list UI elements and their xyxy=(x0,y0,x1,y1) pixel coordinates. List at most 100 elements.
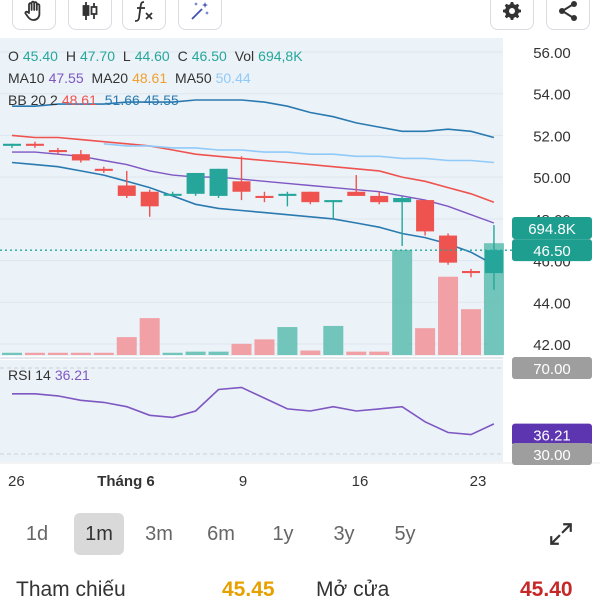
ma10-label: MA10 xyxy=(8,70,45,86)
indicators-button[interactable] xyxy=(122,0,166,30)
volume-bar xyxy=(2,352,22,355)
rsi-label: RSI 14 xyxy=(8,367,51,383)
volume-bar xyxy=(346,351,367,355)
ma20-label: MA20 xyxy=(91,70,129,86)
share-icon xyxy=(559,1,577,21)
candle-body xyxy=(439,235,458,263)
period-5y[interactable]: 5y xyxy=(394,523,416,545)
settings-button[interactable] xyxy=(490,0,534,30)
bb-lower-value: 45.55 xyxy=(143,92,179,108)
open-value: 45.40 xyxy=(22,48,58,64)
time-tick-label: 9 xyxy=(239,473,247,490)
hand-tool-button[interactable] xyxy=(12,0,56,30)
ma50-line xyxy=(103,143,494,164)
bb-upper-value: 51.66 xyxy=(104,92,140,108)
time-tick-label: 26 xyxy=(8,473,25,490)
magic-button[interactable] xyxy=(178,0,222,30)
candle-body xyxy=(255,195,274,198)
low-label: L xyxy=(122,48,131,64)
volume-value: 694,8K xyxy=(258,48,303,64)
ma50-value: 50.44 xyxy=(215,70,251,86)
volume-tag xyxy=(512,217,592,239)
price-tag-text: 46.50 xyxy=(533,243,571,260)
volume-bar xyxy=(415,328,436,355)
price-tick-label: 50.00 xyxy=(533,170,571,187)
candle-body xyxy=(393,198,412,203)
share-button[interactable] xyxy=(546,0,590,30)
function-icon xyxy=(134,1,153,22)
high-label: H xyxy=(65,48,76,64)
open-label: O xyxy=(8,48,19,64)
period-1y[interactable]: 1y xyxy=(272,523,294,545)
candle-body xyxy=(347,191,366,196)
price-tick-label: 44.00 xyxy=(533,295,571,312)
period-selector: 1d 1m 3m 6m 1y 3y 5y xyxy=(0,513,600,555)
volume-bar xyxy=(70,352,91,355)
period-3y[interactable]: 3y xyxy=(333,523,355,545)
time-tick-label: 23 xyxy=(470,473,487,490)
rsi-tag-text: 36.21 xyxy=(533,428,571,445)
rsi-30-text: 30.00 xyxy=(533,447,571,464)
reference-value: 45.45 xyxy=(222,578,275,601)
chart-area[interactable]: 56.0054.0052.0050.0048.0046.0044.0042.00… xyxy=(0,38,600,498)
period-6m[interactable]: 6m xyxy=(207,523,235,545)
candle-body xyxy=(117,185,136,196)
bb-mid-value: 48.61 xyxy=(61,92,97,108)
candle-body xyxy=(370,195,389,203)
gear-icon xyxy=(503,2,521,20)
bb-lower-line xyxy=(11,161,495,266)
volume-bar xyxy=(231,343,252,355)
volume-bar xyxy=(438,276,459,355)
price-tag xyxy=(512,239,592,262)
ma50-label: MA50 xyxy=(175,70,212,86)
candle-body xyxy=(3,143,21,146)
price-tick-label: 56.00 xyxy=(533,45,571,62)
rsi-legend: RSI 14 36.21 xyxy=(8,367,94,383)
candle-body xyxy=(232,181,251,192)
low-value: 44.60 xyxy=(134,48,170,64)
open-price-value: 45.40 xyxy=(520,578,573,601)
candle-body xyxy=(462,271,480,274)
period-1d[interactable]: 1d xyxy=(25,523,49,545)
candle-body xyxy=(416,200,435,232)
volume-bar xyxy=(461,309,481,355)
ohlc-legend: O 45.40 H 47.70 L 44.60 C 46.50 Vol 694,8K xyxy=(8,48,307,64)
volume-bar xyxy=(208,351,229,355)
ma10-value: 47.55 xyxy=(48,70,84,86)
rsi-line xyxy=(12,386,495,436)
rsi-30-tag xyxy=(512,443,592,465)
volume-bar xyxy=(300,350,321,355)
volume-bar xyxy=(24,352,45,355)
volume-bar xyxy=(93,352,114,355)
volume-tag-text: 694.8K xyxy=(528,221,576,238)
magic-icon xyxy=(191,2,209,20)
price-pane-background xyxy=(0,38,503,356)
rsi-70-text: 70.00 xyxy=(533,361,571,378)
period-3m[interactable]: 3m xyxy=(145,523,173,545)
time-tick-label: 16 xyxy=(352,473,369,490)
chart-type-button[interactable] xyxy=(68,0,112,30)
ma20-line xyxy=(11,134,495,203)
rsi-70-tag xyxy=(512,357,592,379)
open-price-label: Mở cửa xyxy=(316,578,390,601)
price-tick-label: 42.00 xyxy=(533,337,571,354)
volume-bar xyxy=(277,327,298,355)
period-1m[interactable]: 1m xyxy=(74,513,124,555)
price-chart[interactable]: 56.0054.0052.0050.0048.0046.0044.0042.00… xyxy=(0,38,600,498)
time-tick-label: Tháng 6 xyxy=(97,473,155,490)
expand-icon[interactable] xyxy=(548,521,574,547)
bb-upper-line xyxy=(12,99,495,139)
rsi-tag xyxy=(512,423,592,446)
volume-bar xyxy=(323,325,344,355)
close-label: C xyxy=(177,48,188,64)
rsi-value: 36.21 xyxy=(54,367,90,383)
candle-body xyxy=(140,191,159,207)
candle-body xyxy=(163,193,182,196)
volume-bar xyxy=(116,337,137,355)
volume-label: Vol xyxy=(234,48,255,64)
candlestick-icon xyxy=(82,2,98,20)
candle-body xyxy=(324,200,343,203)
candle-body xyxy=(301,191,320,203)
bb-label: BB 20 2 xyxy=(8,92,58,108)
volume-bar xyxy=(185,351,206,355)
